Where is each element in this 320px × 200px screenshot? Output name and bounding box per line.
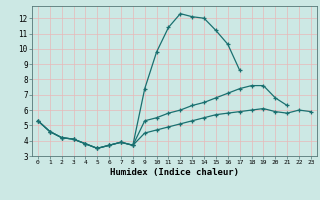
X-axis label: Humidex (Indice chaleur): Humidex (Indice chaleur) (110, 168, 239, 177)
